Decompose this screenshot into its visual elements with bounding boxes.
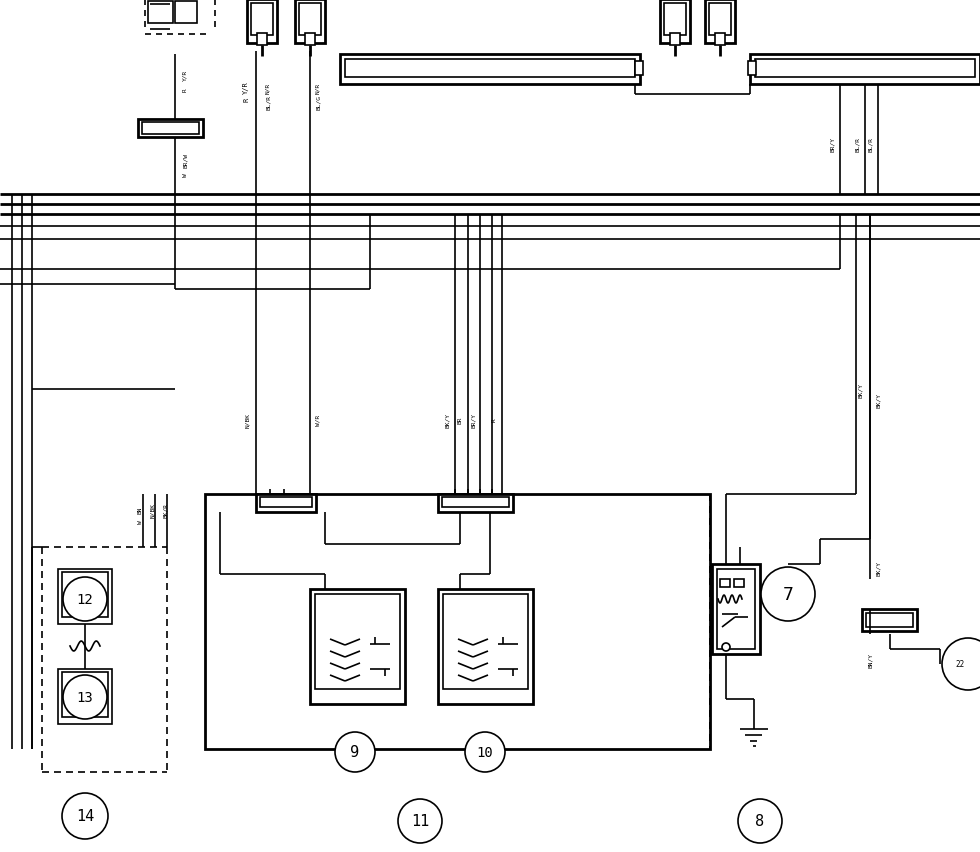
Text: BR: BR bbox=[458, 416, 463, 423]
Bar bbox=[438, 590, 533, 704]
Bar bbox=[670, 34, 680, 46]
Bar bbox=[750, 55, 980, 85]
Text: R: R bbox=[243, 98, 249, 102]
Text: BR/W: BR/W bbox=[182, 153, 187, 167]
Text: R: R bbox=[492, 417, 497, 422]
Text: N/R: N/R bbox=[266, 83, 270, 94]
Circle shape bbox=[465, 732, 505, 772]
Circle shape bbox=[942, 638, 980, 690]
Text: W: W bbox=[137, 520, 142, 523]
Bar bbox=[712, 564, 760, 654]
Bar bbox=[442, 498, 509, 508]
Bar bbox=[247, 0, 277, 44]
Bar bbox=[142, 123, 199, 135]
Text: 10: 10 bbox=[476, 746, 493, 759]
Text: 11: 11 bbox=[411, 814, 429, 828]
Bar bbox=[635, 62, 643, 76]
Circle shape bbox=[761, 567, 815, 621]
Text: 22: 22 bbox=[956, 659, 964, 669]
Text: BN: BN bbox=[137, 505, 142, 513]
Text: BL/R: BL/R bbox=[266, 95, 270, 109]
Bar bbox=[755, 60, 975, 78]
Text: BK/Y: BK/Y bbox=[875, 560, 880, 575]
Bar bbox=[148, 2, 173, 24]
Bar bbox=[345, 60, 635, 78]
Text: N/BK: N/BK bbox=[246, 412, 251, 427]
Text: BR/Y: BR/Y bbox=[829, 137, 835, 153]
Bar bbox=[705, 0, 735, 44]
Bar bbox=[62, 672, 108, 717]
Circle shape bbox=[722, 643, 730, 651]
Circle shape bbox=[738, 799, 782, 843]
Text: R: R bbox=[182, 88, 187, 92]
Bar bbox=[138, 120, 203, 138]
Bar bbox=[720, 579, 730, 587]
Text: N/R: N/R bbox=[316, 83, 320, 94]
Bar bbox=[709, 4, 731, 36]
Text: BL/R: BL/R bbox=[855, 137, 859, 153]
Bar bbox=[305, 34, 315, 46]
Text: BK/Y: BK/Y bbox=[858, 382, 862, 397]
Text: 9: 9 bbox=[351, 745, 360, 760]
Bar bbox=[748, 62, 756, 76]
Bar bbox=[256, 494, 316, 512]
Bar bbox=[340, 55, 640, 85]
Text: Y/R: Y/R bbox=[243, 82, 249, 95]
Bar bbox=[717, 569, 755, 649]
Text: BL/R: BL/R bbox=[867, 137, 872, 153]
Circle shape bbox=[63, 675, 107, 719]
Bar bbox=[260, 498, 312, 508]
Text: 7: 7 bbox=[783, 585, 794, 603]
Text: BK/Y: BK/Y bbox=[875, 392, 880, 407]
Bar bbox=[175, 2, 197, 24]
Bar bbox=[205, 494, 710, 749]
Text: 12: 12 bbox=[76, 592, 93, 607]
Bar bbox=[866, 613, 913, 627]
Text: BK/Y: BK/Y bbox=[445, 412, 450, 427]
Text: W: W bbox=[182, 173, 187, 176]
Text: BN/Y: BN/Y bbox=[867, 652, 872, 667]
Circle shape bbox=[63, 578, 107, 621]
Circle shape bbox=[62, 793, 108, 839]
Bar bbox=[715, 34, 725, 46]
Bar bbox=[315, 595, 400, 689]
Text: 13: 13 bbox=[76, 690, 93, 704]
Text: BL/G: BL/G bbox=[316, 95, 320, 109]
Text: Y/R: Y/R bbox=[182, 69, 187, 81]
Bar bbox=[257, 34, 267, 46]
Bar bbox=[310, 590, 405, 704]
Bar bbox=[734, 579, 744, 587]
Bar bbox=[58, 669, 112, 724]
Text: W/R: W/R bbox=[316, 414, 320, 425]
Bar bbox=[660, 0, 690, 44]
Text: BR/Y: BR/Y bbox=[470, 412, 475, 427]
Bar bbox=[443, 595, 528, 689]
Text: N/BK: N/BK bbox=[151, 502, 156, 517]
Text: 8: 8 bbox=[756, 814, 764, 828]
Circle shape bbox=[335, 732, 375, 772]
Text: 14: 14 bbox=[75, 809, 94, 824]
Bar bbox=[438, 494, 513, 512]
Text: BK/R: BK/R bbox=[163, 502, 168, 517]
Bar bbox=[299, 4, 321, 36]
Bar bbox=[295, 0, 325, 44]
Bar bbox=[62, 573, 108, 618]
Bar bbox=[251, 4, 273, 36]
Bar bbox=[664, 4, 686, 36]
Bar bbox=[58, 569, 112, 625]
Bar bbox=[862, 609, 917, 631]
Circle shape bbox=[398, 799, 442, 843]
